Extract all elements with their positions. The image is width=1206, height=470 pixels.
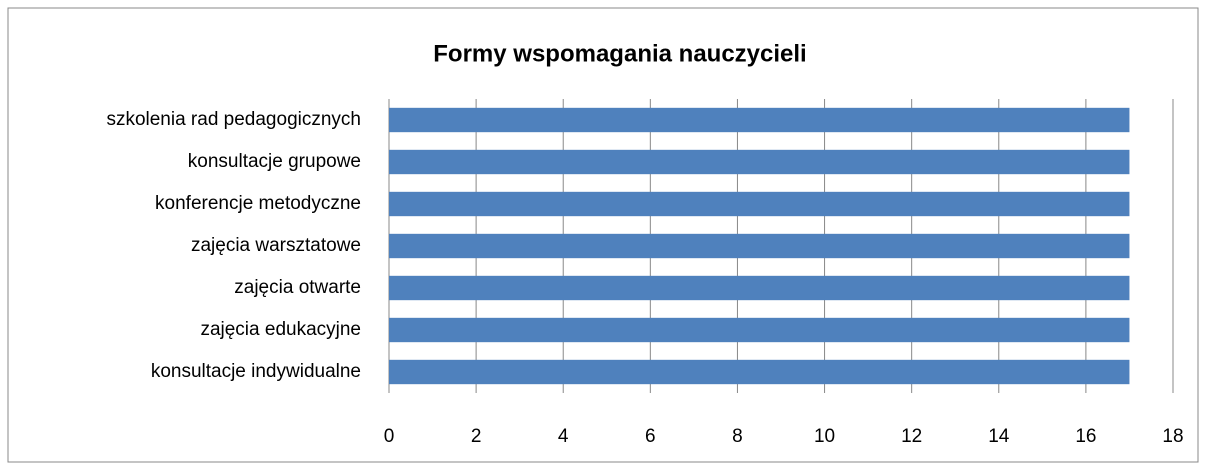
y-tick-label: konsultacje indywidualne [151, 361, 361, 382]
x-tick-label: 16 [1075, 426, 1096, 447]
x-tick-label: 10 [814, 426, 835, 447]
x-tick-label: 6 [645, 426, 656, 447]
x-tick-label: 18 [1162, 426, 1183, 447]
bar [389, 107, 1130, 133]
y-tick-label: szkolenia rad pedagogicznych [106, 109, 361, 130]
bar [389, 149, 1130, 175]
x-tick-label: 14 [988, 426, 1010, 447]
y-tick-label: konsultacje grupowe [188, 151, 361, 172]
x-tick-label: 2 [471, 426, 482, 447]
y-tick-label: zajęcia edukacyjne [200, 319, 361, 340]
bar [389, 359, 1130, 385]
y-tick-label: zajęcia otwarte [234, 277, 361, 298]
x-tick-label: 4 [558, 426, 569, 447]
y-tick-label: konferencje metodyczne [155, 193, 361, 214]
x-tick-label: 8 [732, 426, 743, 447]
bar [389, 233, 1130, 259]
bar [389, 317, 1130, 343]
x-tick-label: 0 [384, 426, 395, 447]
bar [389, 275, 1130, 301]
x-tick-label: 12 [901, 426, 922, 447]
bar [389, 191, 1130, 217]
chart-title: Formy wspomagania nauczycieli [433, 40, 806, 67]
y-tick-label: zajęcia warsztatowe [191, 235, 361, 256]
